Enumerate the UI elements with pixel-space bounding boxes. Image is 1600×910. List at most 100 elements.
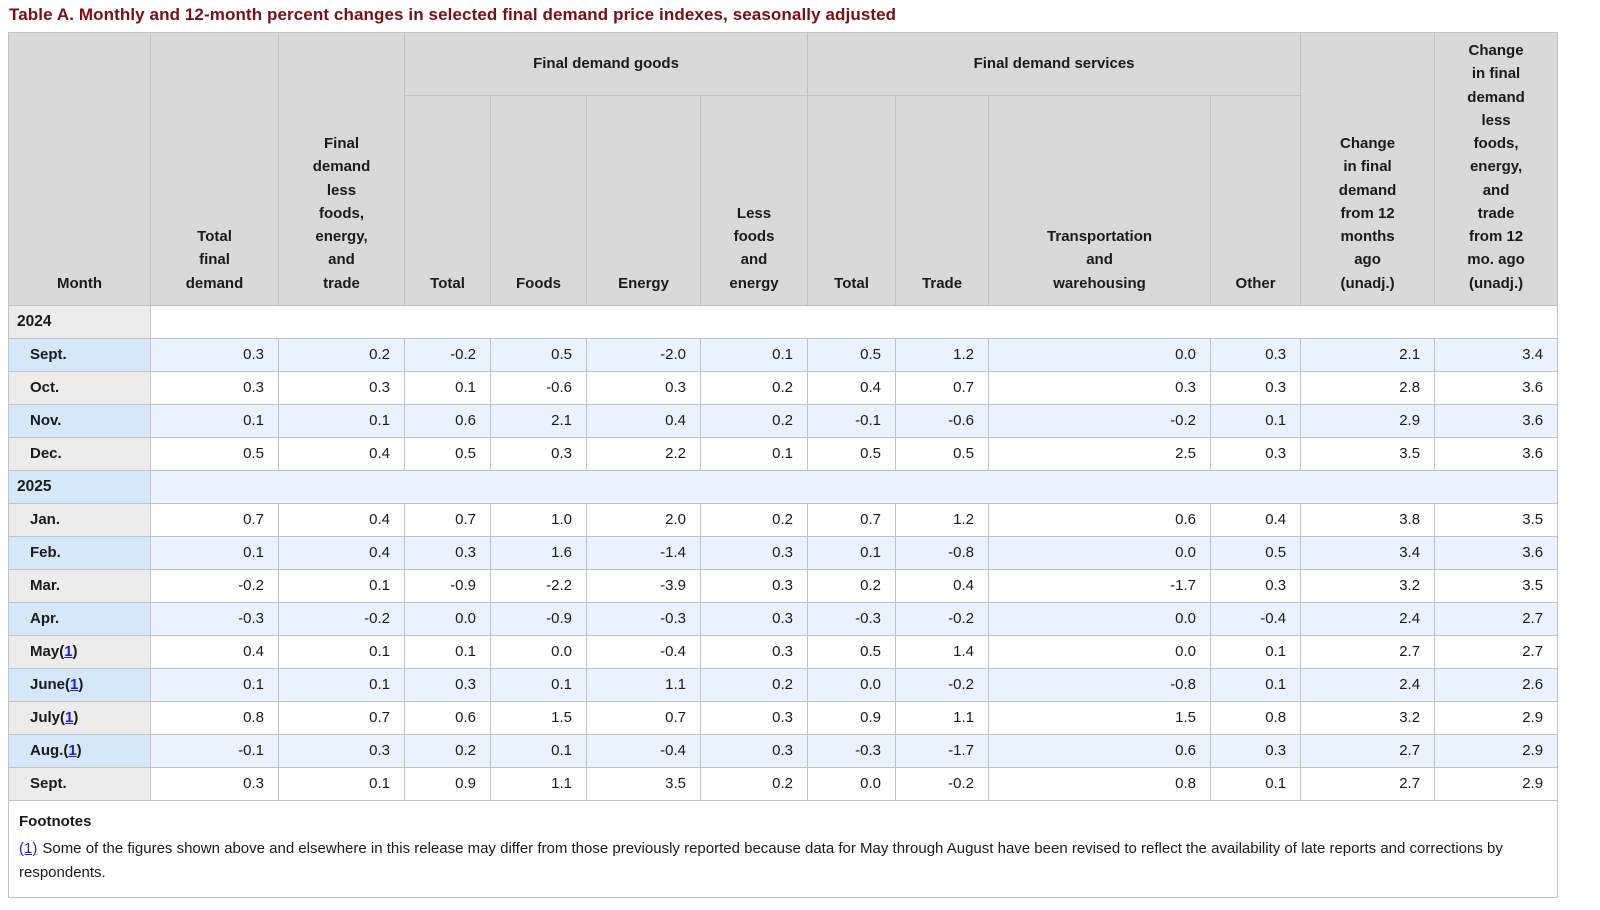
value-cell: 2.4 (1300, 601, 1436, 636)
value-cell: 0.5 (404, 436, 491, 471)
value-cell: -0.2 (895, 766, 990, 801)
month-cell: Oct. (8, 370, 151, 405)
value-cell: 0.0 (807, 667, 897, 702)
value-cell: 0.7 (404, 502, 491, 537)
value-cell: -0.1 (150, 733, 279, 768)
value-cell: 0.7 (807, 502, 897, 537)
value-cell: 0.7 (150, 502, 279, 537)
value-cell: 0.0 (988, 337, 1212, 372)
value-cell: 0.2 (807, 568, 897, 603)
value-cell: 0.1 (699, 337, 809, 372)
value-cell: 0.1 (278, 634, 405, 669)
value-cell: 0.1 (490, 667, 587, 702)
footnote-ref-link[interactable]: 1 (68, 741, 77, 759)
value-cell: 0.0 (988, 634, 1212, 669)
value-cell: 3.4 (1300, 535, 1436, 570)
col-group-final-demand-goods: Final demand goods (403, 32, 809, 96)
value-cell: 2.8 (1300, 370, 1436, 405)
value-cell: 0.3 (1210, 733, 1302, 768)
value-cell: 3.4 (1434, 337, 1559, 372)
value-cell: 3.8 (1300, 502, 1436, 537)
year-row: 2025 (8, 469, 1559, 504)
value-cell: 3.6 (1434, 370, 1559, 405)
col-header-services-total: Total (807, 94, 897, 306)
value-cell: 0.7 (586, 700, 701, 735)
value-cell: 0.3 (699, 535, 809, 570)
table-footer: Footnotes (1) Some of the figures shown a… (7, 799, 1559, 898)
month-cell: Sept. (8, 337, 151, 372)
value-cell: 1.5 (988, 700, 1212, 735)
month-cell: Nov. (8, 403, 151, 438)
value-cell: 0.6 (988, 733, 1212, 768)
value-cell: 0.1 (278, 667, 405, 702)
value-cell: 1.4 (895, 634, 990, 669)
value-cell: 0.4 (895, 568, 990, 603)
value-cell: 0.9 (807, 700, 897, 735)
footnote-ref-link[interactable]: (1) (19, 839, 38, 857)
footnote-ref-link[interactable]: 1 (64, 642, 73, 660)
value-cell: 2.7 (1300, 766, 1436, 801)
value-cell: 0.3 (699, 634, 809, 669)
value-cell: 0.2 (699, 502, 809, 537)
month-row: Nov. 0.1 0.1 0.6 2.1 0.4 0.2 -0.1 -0.6 -0.2 0.1 2.9… (8, 403, 1559, 438)
col-header-total-final-demand: Total final demand (150, 32, 279, 306)
value-cell: 3.6 (1434, 403, 1559, 438)
value-cell: -0.6 (490, 370, 587, 405)
footnote-ref-link[interactable]: 1 (70, 675, 79, 693)
value-cell: 0.1 (490, 733, 587, 768)
value-cell: 0.6 (404, 700, 491, 735)
value-cell: 2.7 (1300, 733, 1436, 768)
value-cell: 0.1 (1210, 766, 1302, 801)
value-cell: 1.6 (490, 535, 587, 570)
value-cell: 1.5 (490, 700, 587, 735)
footnote-ref-link[interactable]: 1 (65, 708, 74, 726)
value-cell: 1.0 (490, 502, 587, 537)
value-cell: 2.1 (490, 403, 587, 438)
value-cell: -0.3 (807, 733, 897, 768)
value-cell: 0.7 (895, 370, 990, 405)
value-cell: 2.6 (1434, 667, 1559, 702)
value-cell: 0.1 (278, 568, 405, 603)
value-cell: 0.3 (490, 436, 587, 471)
value-cell: 3.5 (1300, 436, 1436, 471)
year-cell: 2025 (8, 469, 151, 504)
month-row: June(1) 0.1 0.1 0.3 0.1 1.1 0.2 0.0 -0.2 -0.8 0.1 2… (8, 667, 1559, 702)
value-cell: 0.8 (1210, 700, 1302, 735)
value-cell: 0.8 (150, 700, 279, 735)
value-cell: 0.5 (150, 436, 279, 471)
month-row: Aug.(1) -0.1 0.3 0.2 0.1 -0.4 0.3 -0.3 -1.7 0.6 0.… (8, 733, 1559, 768)
value-cell: 0.5 (490, 337, 587, 372)
value-cell: 0.1 (150, 535, 279, 570)
value-cell: 3.5 (1434, 568, 1559, 603)
table-body: 2024 Sept. 0.3 0.2 -0.2 0.5 -2.0 0.1 0.5 1.2 0.0 0.… (8, 304, 1559, 801)
footnotes-row: Footnotes (1) Some of the figures shown a… (7, 799, 1559, 898)
value-cell: 0.0 (988, 601, 1212, 636)
month-cell: July(1) (8, 700, 151, 735)
month-row: Feb. 0.1 0.4 0.3 1.6 -1.4 0.3 0.1 -0.8 0.0 0.5 3.4 3… (8, 535, 1559, 570)
value-cell: 0.3 (586, 370, 701, 405)
value-cell: -2.2 (490, 568, 587, 603)
value-cell: 0.4 (278, 535, 405, 570)
col-header-month: Month (8, 32, 151, 306)
value-cell: 0.6 (404, 403, 491, 438)
value-cell: -0.2 (278, 601, 405, 636)
value-cell: 0.5 (1210, 535, 1302, 570)
value-cell: 0.3 (150, 337, 279, 372)
year-spacer-cell (149, 304, 1559, 339)
month-row: Sept. 0.3 0.2 -0.2 0.5 -2.0 0.1 0.5 1.2 0.0 0.3 2.1… (8, 337, 1559, 372)
value-cell: 0.3 (988, 370, 1212, 405)
value-cell: 1.1 (895, 700, 990, 735)
value-cell: 3.2 (1300, 568, 1436, 603)
year-row: 2024 (8, 304, 1559, 339)
value-cell: 0.2 (699, 766, 809, 801)
table-header: Month Total final demand Final demand le… (8, 32, 1559, 306)
value-cell: 1.2 (895, 502, 990, 537)
col-header-other: Other (1210, 94, 1302, 306)
col-header-goods-total: Total (404, 94, 491, 306)
footnotes-heading: Footnotes (19, 812, 92, 830)
value-cell: 0.4 (278, 502, 405, 537)
value-cell: -3.9 (586, 568, 701, 603)
value-cell: 2.7 (1434, 601, 1559, 636)
value-cell: 2.5 (988, 436, 1212, 471)
value-cell: -0.2 (895, 667, 990, 702)
